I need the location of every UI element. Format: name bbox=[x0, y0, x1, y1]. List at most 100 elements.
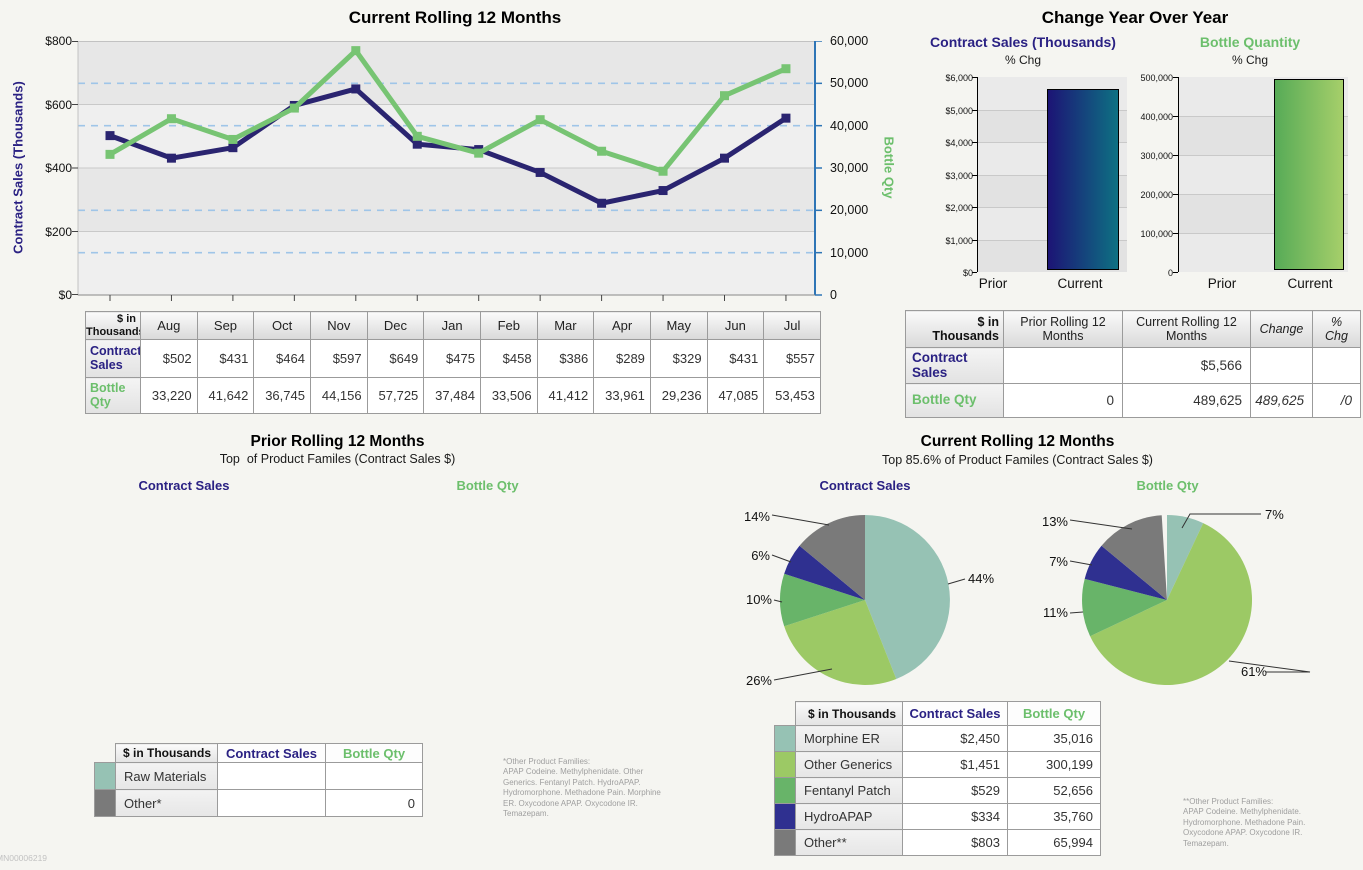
table-cell bbox=[217, 762, 326, 790]
pie-percentage-label: 11% bbox=[1043, 605, 1068, 620]
yoy-axis-tick-mark bbox=[1173, 194, 1178, 195]
table-cell: 35,760 bbox=[1007, 803, 1101, 830]
column-header: Contract Sales bbox=[217, 743, 326, 763]
table-cell: 29,236 bbox=[649, 377, 708, 414]
table-cell: 47,085 bbox=[706, 377, 765, 414]
data-point-marker bbox=[658, 166, 668, 176]
gridline bbox=[1179, 233, 1348, 234]
data-point-marker bbox=[658, 186, 668, 196]
yoy-axis-tick: $5,000 bbox=[945, 105, 973, 116]
current-title: Current Rolling 12 Months bbox=[920, 433, 1115, 450]
pie-slice-other-generics bbox=[1090, 523, 1253, 686]
data-point-marker bbox=[597, 146, 607, 156]
series-line-bottle-qty bbox=[108, 48, 787, 174]
table-cell: 37,484 bbox=[423, 377, 481, 414]
table-cell: 0 bbox=[325, 789, 423, 817]
month-header: Apr bbox=[593, 311, 651, 340]
yoy-axis-tick: 200,000 bbox=[1140, 190, 1173, 200]
yoy-axis-tick: $3,000 bbox=[945, 170, 973, 181]
data-point-marker bbox=[351, 84, 361, 94]
rolling-chart-title: Current Rolling 12 Months bbox=[348, 8, 562, 27]
column-header: Bottle Qty bbox=[1007, 701, 1101, 726]
month-header: Jul bbox=[763, 311, 821, 340]
column-header: Change bbox=[1250, 310, 1313, 348]
data-point-marker bbox=[474, 148, 484, 158]
data-point-marker bbox=[781, 64, 791, 74]
table-cell: $502 bbox=[140, 339, 198, 378]
table-cell: /0 bbox=[1312, 383, 1361, 418]
table-cell: 489,625 bbox=[1250, 383, 1313, 418]
table-cell: $803 bbox=[902, 829, 1008, 856]
yoy-axis-tick-mark bbox=[1173, 77, 1178, 78]
data-point-marker bbox=[351, 46, 361, 56]
yoy-axis-tick: $1,000 bbox=[945, 235, 973, 246]
yoy-title: Change Year Over Year bbox=[1041, 8, 1229, 27]
table-cell: 33,961 bbox=[593, 377, 651, 414]
pie-slice-morphine-er bbox=[865, 515, 950, 679]
data-point-marker bbox=[105, 131, 115, 141]
right-axis-tick: 50,000 bbox=[830, 76, 869, 91]
month-header: Dec bbox=[366, 311, 425, 340]
yoy-axis-tick: 0 bbox=[1167, 268, 1173, 278]
pie-label-leader-line bbox=[771, 554, 792, 563]
table-cell: $1,451 bbox=[902, 751, 1008, 778]
yoy-axis-tick-mark bbox=[972, 272, 977, 273]
legend-color-swatch bbox=[774, 803, 796, 830]
data-point-marker bbox=[166, 114, 176, 124]
left-axis-tick: $0 bbox=[58, 288, 72, 302]
table-cell: 489,625 bbox=[1122, 383, 1251, 418]
yoy-sales-chart-subtitle: % Chg bbox=[1004, 53, 1042, 67]
prior-bottle-qty-label: Bottle Qty bbox=[456, 478, 519, 493]
pie-label-leader-line bbox=[773, 668, 833, 681]
table-cell: 44,156 bbox=[309, 377, 368, 414]
prior-legend-table: $ in Thousands Contract Sales Bottle Qty Ra… bbox=[94, 743, 423, 817]
yoy-category-label: Prior bbox=[978, 276, 1008, 291]
table-cell: 0 bbox=[1003, 383, 1123, 418]
plot-band bbox=[78, 231, 815, 295]
table-cell: $431 bbox=[706, 339, 765, 378]
yoy-axis-tick: 400,000 bbox=[1140, 112, 1173, 122]
yoy-current-bar bbox=[1274, 79, 1344, 270]
pie-label-leader-line bbox=[947, 578, 966, 585]
yoy-bottle-chart-title: Bottle Quantity bbox=[1199, 34, 1301, 50]
plot-band bbox=[78, 41, 815, 105]
yoy-axis-tick-mark bbox=[972, 77, 977, 78]
row-label: Bottle Qty bbox=[85, 377, 141, 414]
table-cell: $289 bbox=[593, 339, 651, 378]
prior-title: Prior Rolling 12 Months bbox=[250, 433, 425, 450]
table-cell: 35,016 bbox=[1007, 725, 1101, 752]
row-label: Morphine ER bbox=[795, 725, 903, 752]
watermark: MN00006219 bbox=[0, 853, 48, 863]
yoy-category-label: Current bbox=[1287, 276, 1333, 291]
data-point-marker bbox=[720, 153, 729, 163]
yoy-category-label: Prior bbox=[1207, 276, 1237, 291]
month-header: Oct bbox=[253, 311, 311, 340]
pie-label-leader-line bbox=[771, 514, 830, 526]
table-corner-label: $ in Thousands bbox=[115, 743, 218, 763]
prior-contract-sales-label: Contract Sales bbox=[138, 478, 230, 493]
current-subtitle: Top 85.6% of Product Familes (Contract S… bbox=[882, 453, 1153, 467]
right-axis-tick: 0 bbox=[830, 287, 837, 302]
pie-percentage-label: 44% bbox=[968, 571, 994, 586]
table-cell: 33,220 bbox=[140, 377, 198, 414]
left-axis-tick: $200 bbox=[45, 224, 72, 239]
yoy-axis-tick: $4,000 bbox=[945, 138, 973, 148]
gridline bbox=[1179, 116, 1348, 117]
column-header: Contract Sales bbox=[902, 701, 1008, 726]
table-cell bbox=[217, 789, 326, 817]
table-cell: $458 bbox=[479, 339, 538, 378]
legend-color-swatch bbox=[774, 829, 796, 856]
right-axis-tick: 10,000 bbox=[830, 245, 869, 260]
row-label: Other* bbox=[115, 789, 218, 817]
table-cell: 300,199 bbox=[1007, 751, 1101, 778]
yoy-axis-tick-mark bbox=[1173, 233, 1178, 234]
yoy-axis-tick: $2,000 bbox=[945, 203, 973, 213]
table-cell: $2,450 bbox=[902, 725, 1008, 752]
row-label: Other** bbox=[795, 829, 903, 856]
legend-color-swatch bbox=[94, 762, 116, 790]
pie-slice-other- bbox=[1101, 515, 1167, 600]
yoy-plot-area bbox=[1178, 77, 1348, 272]
yoy-category-label: Current bbox=[1057, 276, 1103, 291]
yoy-axis-tick-mark bbox=[972, 142, 977, 143]
table-cell: $464 bbox=[253, 339, 311, 378]
